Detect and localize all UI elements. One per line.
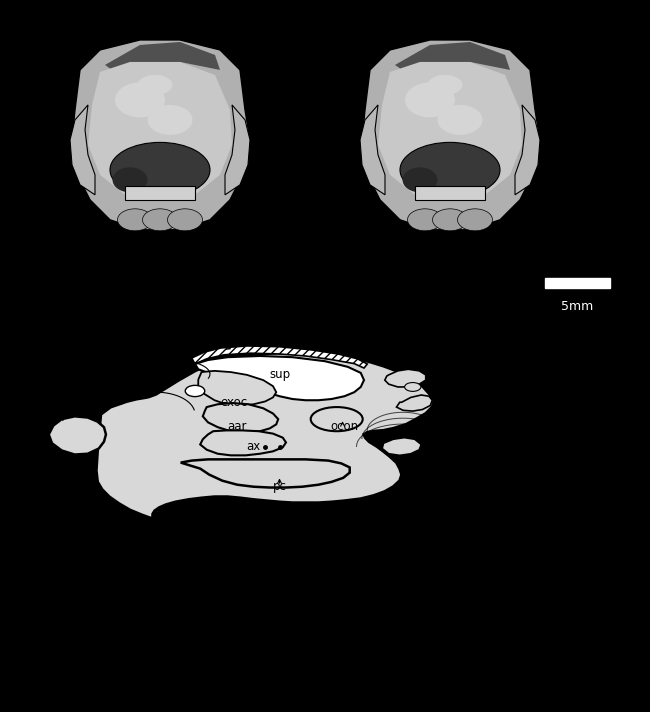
Polygon shape	[49, 417, 106, 454]
Polygon shape	[195, 356, 364, 400]
Polygon shape	[362, 40, 540, 230]
Ellipse shape	[428, 75, 463, 95]
Polygon shape	[181, 459, 350, 488]
Ellipse shape	[402, 167, 437, 192]
Polygon shape	[198, 371, 276, 405]
Text: lac: lac	[112, 343, 129, 357]
Text: ocon: ocon	[330, 420, 359, 433]
Ellipse shape	[408, 209, 443, 231]
Text: exoc: exoc	[220, 396, 248, 409]
Ellipse shape	[400, 142, 500, 197]
Polygon shape	[203, 403, 278, 432]
Bar	[415, 186, 485, 200]
Text: ptc: ptc	[485, 357, 503, 370]
Polygon shape	[382, 438, 421, 456]
Ellipse shape	[168, 209, 203, 231]
Polygon shape	[96, 352, 434, 525]
Ellipse shape	[142, 209, 177, 231]
Polygon shape	[395, 42, 510, 72]
Polygon shape	[385, 370, 426, 387]
Text: sq: sq	[52, 408, 65, 421]
Ellipse shape	[115, 83, 165, 117]
Polygon shape	[200, 430, 286, 456]
Text: 5mm: 5mm	[561, 300, 593, 313]
Text: pc: pc	[272, 480, 287, 493]
Ellipse shape	[458, 209, 493, 231]
Polygon shape	[225, 105, 250, 195]
Ellipse shape	[405, 83, 455, 117]
Ellipse shape	[148, 105, 192, 135]
Ellipse shape	[404, 382, 421, 392]
Polygon shape	[360, 105, 385, 195]
Polygon shape	[88, 62, 232, 195]
Bar	[125, 186, 195, 200]
Polygon shape	[72, 40, 250, 230]
Text: lacf: lacf	[94, 355, 114, 367]
Text: con: con	[497, 438, 517, 451]
Ellipse shape	[185, 385, 205, 397]
Polygon shape	[515, 105, 540, 195]
Ellipse shape	[112, 167, 148, 192]
Text: cor: cor	[478, 452, 497, 465]
Polygon shape	[70, 105, 95, 195]
Bar	[312, 667, 410, 675]
Ellipse shape	[437, 105, 482, 135]
Text: sup: sup	[269, 367, 290, 381]
Ellipse shape	[432, 209, 467, 231]
Ellipse shape	[311, 407, 363, 431]
Ellipse shape	[110, 142, 210, 197]
Text: pet: pet	[192, 333, 211, 347]
Text: ax: ax	[246, 440, 261, 453]
Ellipse shape	[138, 75, 172, 95]
Text: aar: aar	[227, 420, 247, 433]
Polygon shape	[396, 395, 432, 411]
Bar	[545, 278, 610, 288]
Polygon shape	[192, 346, 367, 368]
Ellipse shape	[118, 209, 153, 231]
Text: 5mm: 5mm	[344, 683, 378, 696]
Polygon shape	[378, 62, 522, 195]
Text: mx: mx	[511, 386, 529, 399]
Polygon shape	[105, 42, 220, 72]
